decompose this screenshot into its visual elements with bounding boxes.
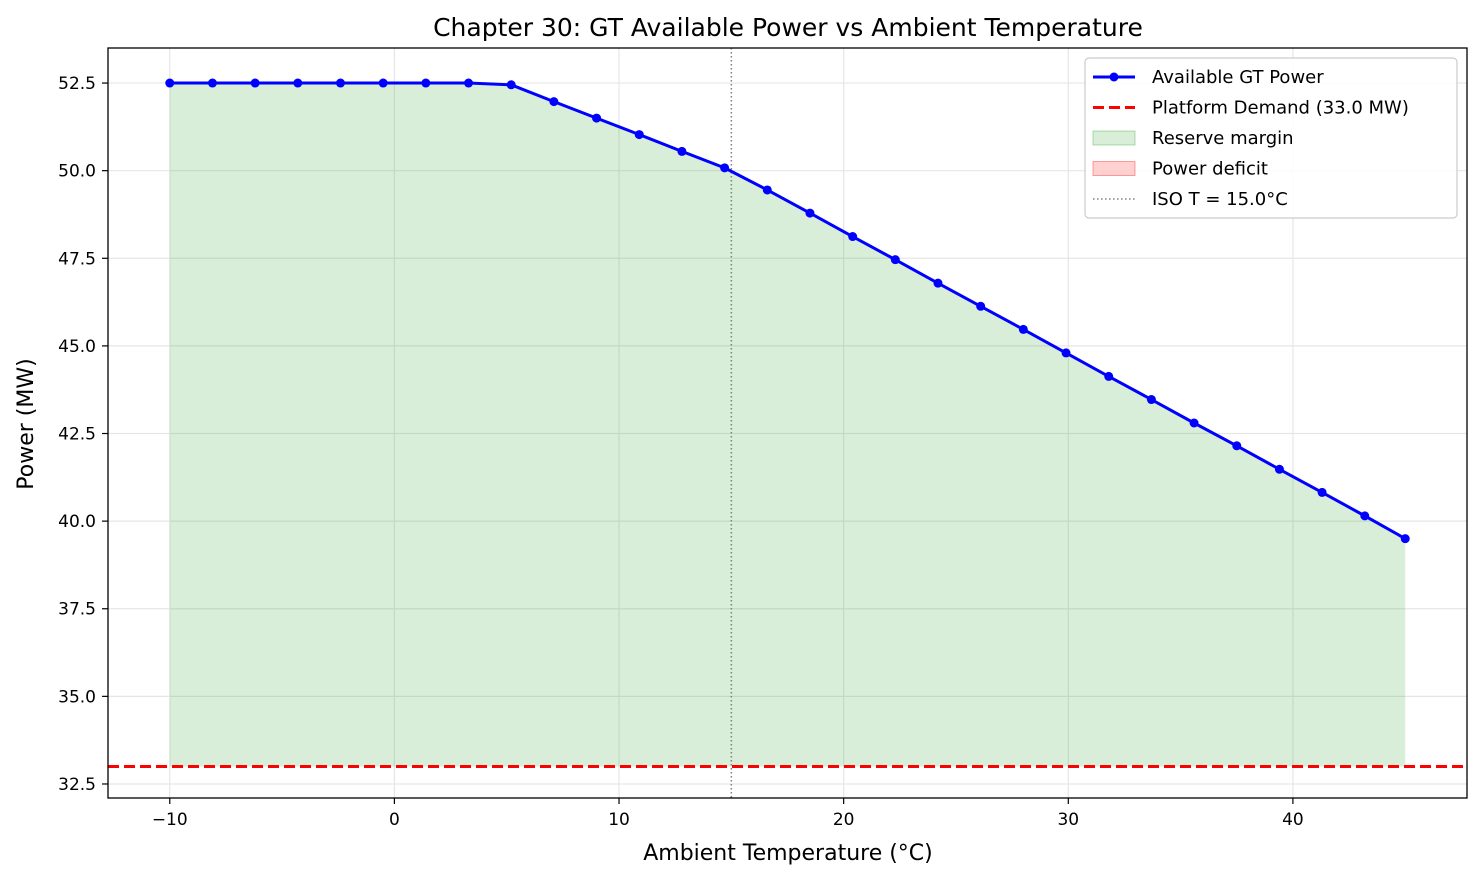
data-point (207, 78, 217, 88)
y-tick-label: 37.5 (58, 600, 96, 620)
x-tick-label: −10 (152, 810, 188, 830)
y-tick-label: 35.0 (58, 687, 96, 707)
data-point (1400, 534, 1410, 544)
data-point (805, 208, 815, 218)
data-point (1061, 348, 1071, 358)
data-point (762, 185, 772, 195)
y-axis-ticks: 32.5 35.0 37.5 40.0 42.5 45.0 47.5 50.0 52.5 (58, 74, 108, 795)
x-tick-label: 40 (1282, 810, 1304, 830)
y-tick-label: 42.5 (58, 425, 96, 445)
legend-box (1084, 57, 1458, 219)
legend-item: Power deficit (1092, 159, 1268, 180)
series-available-gt-power (165, 78, 1410, 544)
x-tick-label: 20 (833, 810, 855, 830)
x-tick-label: 30 (1057, 810, 1079, 830)
data-point (335, 78, 345, 88)
data-point (890, 255, 900, 265)
data-point (592, 113, 602, 123)
data-point (293, 78, 303, 88)
legend-swatch-patch (1092, 161, 1136, 176)
legend-item: Reserve margin (1092, 128, 1294, 149)
axes-border (107, 47, 1468, 799)
data-point (506, 80, 516, 90)
data-point (1274, 464, 1284, 474)
axes-frame (107, 47, 1468, 799)
data-point (634, 130, 644, 140)
y-tick-label: 45.0 (58, 337, 96, 357)
y-tick-label: 40.0 (58, 512, 96, 532)
y-tick-label: 47.5 (58, 249, 96, 269)
legend-item: ISO T = 15.0°C (1093, 189, 1288, 210)
data-point (421, 78, 431, 88)
legend-item: Platform Demand (33.0 MW) (1093, 98, 1409, 119)
x-axis-ticks: −10 0 10 20 30 40 (152, 798, 1304, 830)
data-point (933, 278, 943, 288)
legend-item: Available GT Power (1093, 67, 1324, 88)
legend-label: ISO T = 15.0°C (1152, 189, 1288, 210)
legend-label: Reserve margin (1152, 128, 1294, 149)
legend-swatch-marker (1109, 72, 1119, 82)
legend: Available GT Power Platform Demand (33.0 … (1084, 57, 1458, 219)
data-point (1189, 418, 1199, 428)
legend-label: Available GT Power (1152, 67, 1324, 88)
available-gt-power-line (169, 81, 1406, 540)
y-tick-label: 52.5 (58, 74, 96, 94)
data-point (1360, 511, 1370, 521)
y-axis-label: Power (MW) (14, 358, 39, 489)
data-point (378, 78, 388, 88)
data-point (464, 78, 474, 88)
y-tick-label: 50.0 (58, 162, 96, 182)
x-tick-label: 0 (389, 810, 400, 830)
data-point (1232, 441, 1242, 451)
data-point (1018, 324, 1028, 334)
data-point (720, 163, 730, 173)
reserve-margin-fill (169, 83, 1406, 767)
data-point (677, 146, 687, 156)
data-point (1317, 487, 1327, 497)
data-point (1146, 395, 1156, 405)
data-point (848, 232, 858, 242)
grid (108, 48, 1467, 798)
data-point (165, 78, 175, 88)
data-point (976, 301, 986, 311)
reserve-margin-area (169, 83, 1406, 767)
x-axis-label: Ambient Temperature (°C) (643, 841, 933, 866)
legend-label: Power deficit (1152, 159, 1268, 180)
y-tick-label: 32.5 (58, 775, 96, 795)
x-tick-label: 10 (608, 810, 630, 830)
data-point (549, 97, 559, 107)
data-point (1104, 371, 1114, 381)
data-point (250, 78, 260, 88)
legend-swatch-patch (1092, 130, 1136, 146)
chart-title: Chapter 30: GT Available Power vs Ambien… (433, 13, 1143, 42)
legend-label: Platform Demand (33.0 MW) (1152, 98, 1409, 119)
